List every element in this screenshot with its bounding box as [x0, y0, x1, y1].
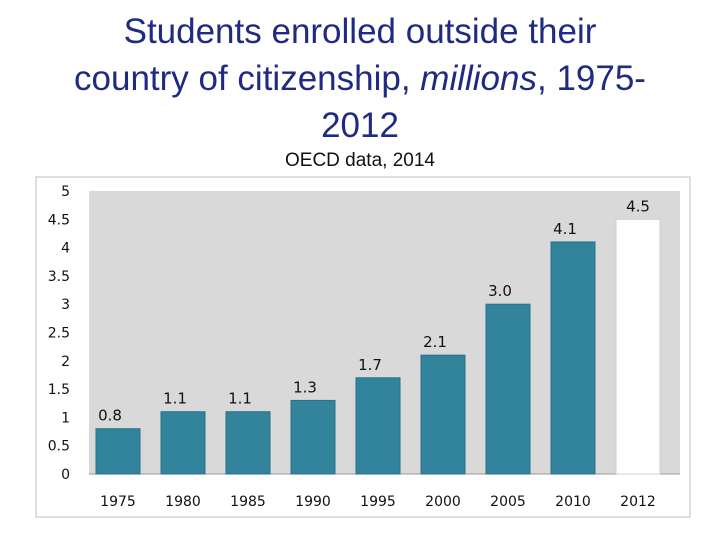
bar-2000	[420, 354, 466, 475]
y-tick-label: 2	[61, 354, 70, 370]
data-label-1990: 1.3	[293, 378, 317, 396]
bar-1975	[95, 428, 141, 475]
bar-2010	[550, 241, 596, 475]
x-tick-label-1985: 1985	[230, 494, 266, 510]
data-label-1980: 1.1	[163, 390, 187, 408]
data-label-1995: 1.7	[358, 356, 382, 374]
bars	[95, 218, 661, 475]
x-tick-label-2012: 2012	[620, 494, 656, 510]
bar-1985	[225, 411, 271, 475]
data-label-1985: 1.1	[228, 390, 252, 408]
x-tick-label-1975: 1975	[100, 494, 136, 510]
bar-1995	[355, 377, 401, 475]
x-tick-label-2010: 2010	[555, 494, 591, 510]
x-axis-ticks: 1975 1980 1985 1990 1995 2000 2005 2010 2012	[100, 494, 656, 510]
x-tick-label-2000: 2000	[425, 494, 461, 510]
data-label-2005: 3.0	[488, 282, 512, 300]
data-label-2012: 4.5	[626, 197, 650, 215]
bar-1980	[160, 411, 206, 475]
y-tick-label: 4.5	[48, 212, 70, 228]
data-labels: 0.8 1.1 1.1 1.3 1.7 2.1 3.0 4.1 4.5	[98, 197, 650, 424]
title-line-3: 2012	[321, 106, 399, 145]
y-tick-label: 2.5	[48, 326, 70, 342]
y-tick-label: 1	[61, 410, 70, 426]
x-tick-label-1990: 1990	[295, 494, 331, 510]
chart-title: Students enrolled outside their country …	[10, 8, 710, 149]
chart-subtitle: OECD data, 2014	[285, 150, 435, 171]
data-label-2010: 4.1	[553, 220, 577, 238]
x-tick-label-1995: 1995	[360, 494, 396, 510]
y-tick-label: 4	[61, 241, 70, 257]
y-tick-label: 3.5	[48, 269, 70, 285]
y-axis-ticks: 0 0.5 1 1.5 2 2.5 3 3.5 4 4.5 5	[48, 184, 70, 483]
y-tick-label: 1.5	[48, 382, 70, 398]
data-label-1975: 0.8	[98, 407, 122, 425]
bar-2012	[615, 218, 661, 475]
x-tick-label-1980: 1980	[165, 494, 201, 510]
data-label-2000: 2.1	[423, 333, 447, 351]
title-line-2: country of citizenship, millions, 1975-	[10, 55, 710, 102]
title-line-2-b: , 1975-	[537, 59, 646, 98]
title-line-1: Students enrolled outside their	[123, 12, 597, 51]
bar-2005	[485, 303, 531, 475]
title-units: millions	[420, 59, 537, 98]
y-tick-label: 0.5	[48, 439, 70, 455]
y-tick-label: 3	[61, 297, 70, 313]
y-tick-label: 5	[61, 184, 70, 200]
title-line-2-a: country of citizenship,	[74, 59, 421, 98]
bar-1990	[290, 399, 336, 475]
y-tick-label: 0	[61, 467, 70, 483]
x-tick-label-2005: 2005	[490, 494, 526, 510]
